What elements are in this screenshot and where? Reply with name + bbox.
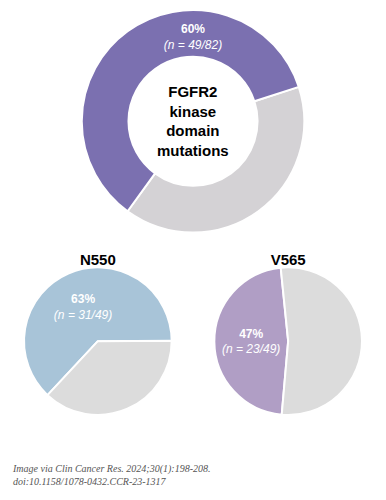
svg-text:V565: V565 bbox=[271, 251, 306, 268]
svg-text:60%(n = 49/82): 60%(n = 49/82) bbox=[164, 22, 222, 52]
svg-text:N550: N550 bbox=[80, 251, 116, 268]
svg-text:Image via Clin Cancer Res. 202: Image via Clin Cancer Res. 2024;30(1):19… bbox=[12, 463, 210, 487]
svg-text:FGFR2kinasedomainmutations: FGFR2kinasedomainmutations bbox=[157, 83, 229, 159]
svg-text:63%(n = 31/49): 63%(n = 31/49) bbox=[54, 292, 112, 322]
svg-text:47%(n = 23/49): 47%(n = 23/49) bbox=[222, 327, 280, 357]
